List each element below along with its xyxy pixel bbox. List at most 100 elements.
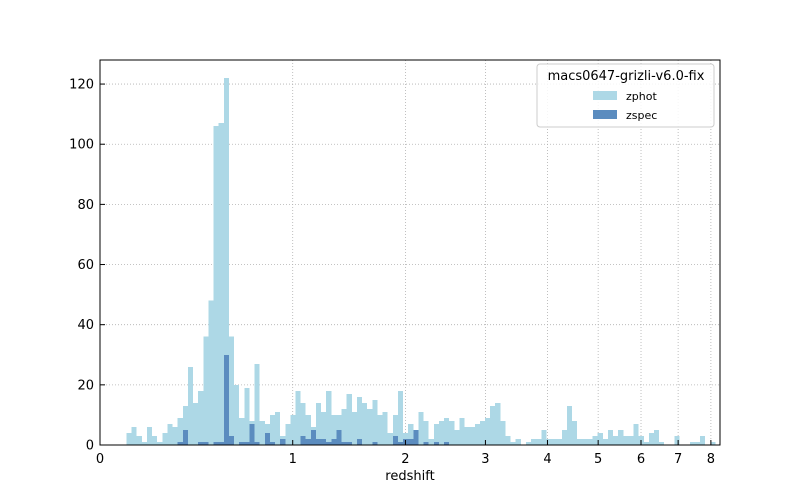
zspec-bar (444, 441, 450, 445)
x-tick-label: 0 (96, 452, 104, 467)
zphot-bar (172, 426, 178, 445)
zphot-bar (505, 435, 511, 445)
zphot-bar (694, 441, 701, 445)
zspec-bar (228, 435, 235, 445)
zphot-bar (126, 432, 132, 445)
zphot-bar (356, 396, 363, 445)
zphot-bar (454, 429, 460, 445)
zphot-bar (321, 411, 327, 445)
zphot-bar (648, 432, 655, 445)
zspec-bar (321, 438, 327, 445)
zphot-bar (469, 426, 475, 445)
zphot-bar (346, 393, 352, 445)
zphot-bar (351, 411, 357, 445)
zphot-bar (131, 426, 137, 445)
zspec-bars (177, 354, 450, 445)
zphot-bar (275, 411, 281, 445)
zphot-bar (372, 399, 378, 445)
zphot-bar (213, 126, 219, 445)
zphot-bar (592, 435, 598, 445)
x-tick-label: 5 (594, 452, 602, 467)
zphot-bar (479, 420, 485, 445)
plot-frame (99, 59, 721, 446)
zphot-bar (295, 390, 301, 445)
zspec-bar (392, 435, 398, 445)
zspec-bar (249, 423, 255, 445)
zphot-bar (141, 441, 147, 445)
zspec-bar (372, 441, 378, 445)
zphot-bar (556, 438, 562, 445)
zphot-bar (239, 417, 245, 445)
zphot-bar (234, 384, 240, 445)
zphot-bar (515, 438, 521, 445)
zspec-bar (315, 438, 322, 445)
zspec-bar (356, 438, 363, 445)
zspec-bar (305, 438, 311, 445)
y-tick-label: 40 (77, 318, 94, 333)
zphot-bar (643, 441, 649, 445)
zspec-bar (254, 441, 260, 445)
zspec-bar (423, 441, 429, 445)
zphot-bar (408, 423, 414, 445)
zphot-bar (392, 414, 398, 445)
zphot-bar (602, 438, 608, 445)
zphot-bar (689, 441, 695, 445)
zphot-bar (613, 435, 619, 445)
zphot-bar (269, 414, 276, 445)
zspec-bar (213, 441, 219, 445)
zphot-bar (208, 300, 214, 445)
zphot-bar (423, 420, 429, 445)
zphot-bar (551, 438, 557, 445)
zspec-bar (244, 441, 250, 445)
zphot-bar (700, 435, 706, 445)
zphot-bar (223, 78, 229, 445)
zphot-bar (387, 432, 393, 445)
zphot-bar (449, 420, 455, 445)
x-tick-label: 8 (707, 452, 715, 467)
zphot-bar (654, 429, 660, 445)
legend-label-zphot: zphot (626, 90, 657, 103)
zphot-bar (561, 429, 567, 445)
y-tick-label: 60 (77, 258, 94, 273)
zphot-bar (495, 402, 501, 445)
zphot-bar (167, 423, 173, 445)
zphot-bar (193, 402, 199, 445)
zphot-bar (285, 423, 291, 445)
zphot-bar (300, 402, 306, 445)
zphot-bar (362, 402, 368, 445)
zphot-bar (464, 426, 470, 445)
zphot-bar (484, 417, 491, 445)
y-tick-label: 20 (77, 378, 94, 393)
y-tick-label: 80 (77, 198, 94, 213)
zphot-bar (290, 414, 296, 445)
zphot-bar (259, 420, 265, 445)
zphot-bar (367, 408, 373, 445)
zphot-bar (623, 435, 629, 445)
zphot-bar (428, 438, 434, 445)
legend-swatch-zphot (593, 91, 617, 100)
zphot-bar (397, 390, 404, 445)
zphot-bar (659, 441, 665, 445)
zphot-bar (510, 441, 516, 445)
zphot-bar (433, 423, 439, 445)
zspec-bar (218, 441, 224, 445)
zphot-bar (710, 441, 716, 445)
zspec-bar (177, 441, 183, 445)
zphot-bar (531, 438, 537, 445)
zphot-bar (244, 387, 250, 445)
zspec-bar (413, 429, 419, 445)
zspec-bar (239, 441, 245, 445)
zspec-bar (182, 429, 188, 445)
zphot-bar (546, 438, 552, 445)
zphot-bar (187, 366, 194, 445)
zphot-bar (541, 429, 547, 445)
zphot-bar (633, 423, 639, 445)
zphot-bar (182, 405, 188, 445)
zphot-bar (218, 123, 224, 445)
x-tick-label: 2 (401, 452, 409, 467)
zphot-bar (136, 435, 142, 445)
zphot-bar (490, 405, 496, 445)
x-axis-label: redshift (385, 469, 434, 484)
